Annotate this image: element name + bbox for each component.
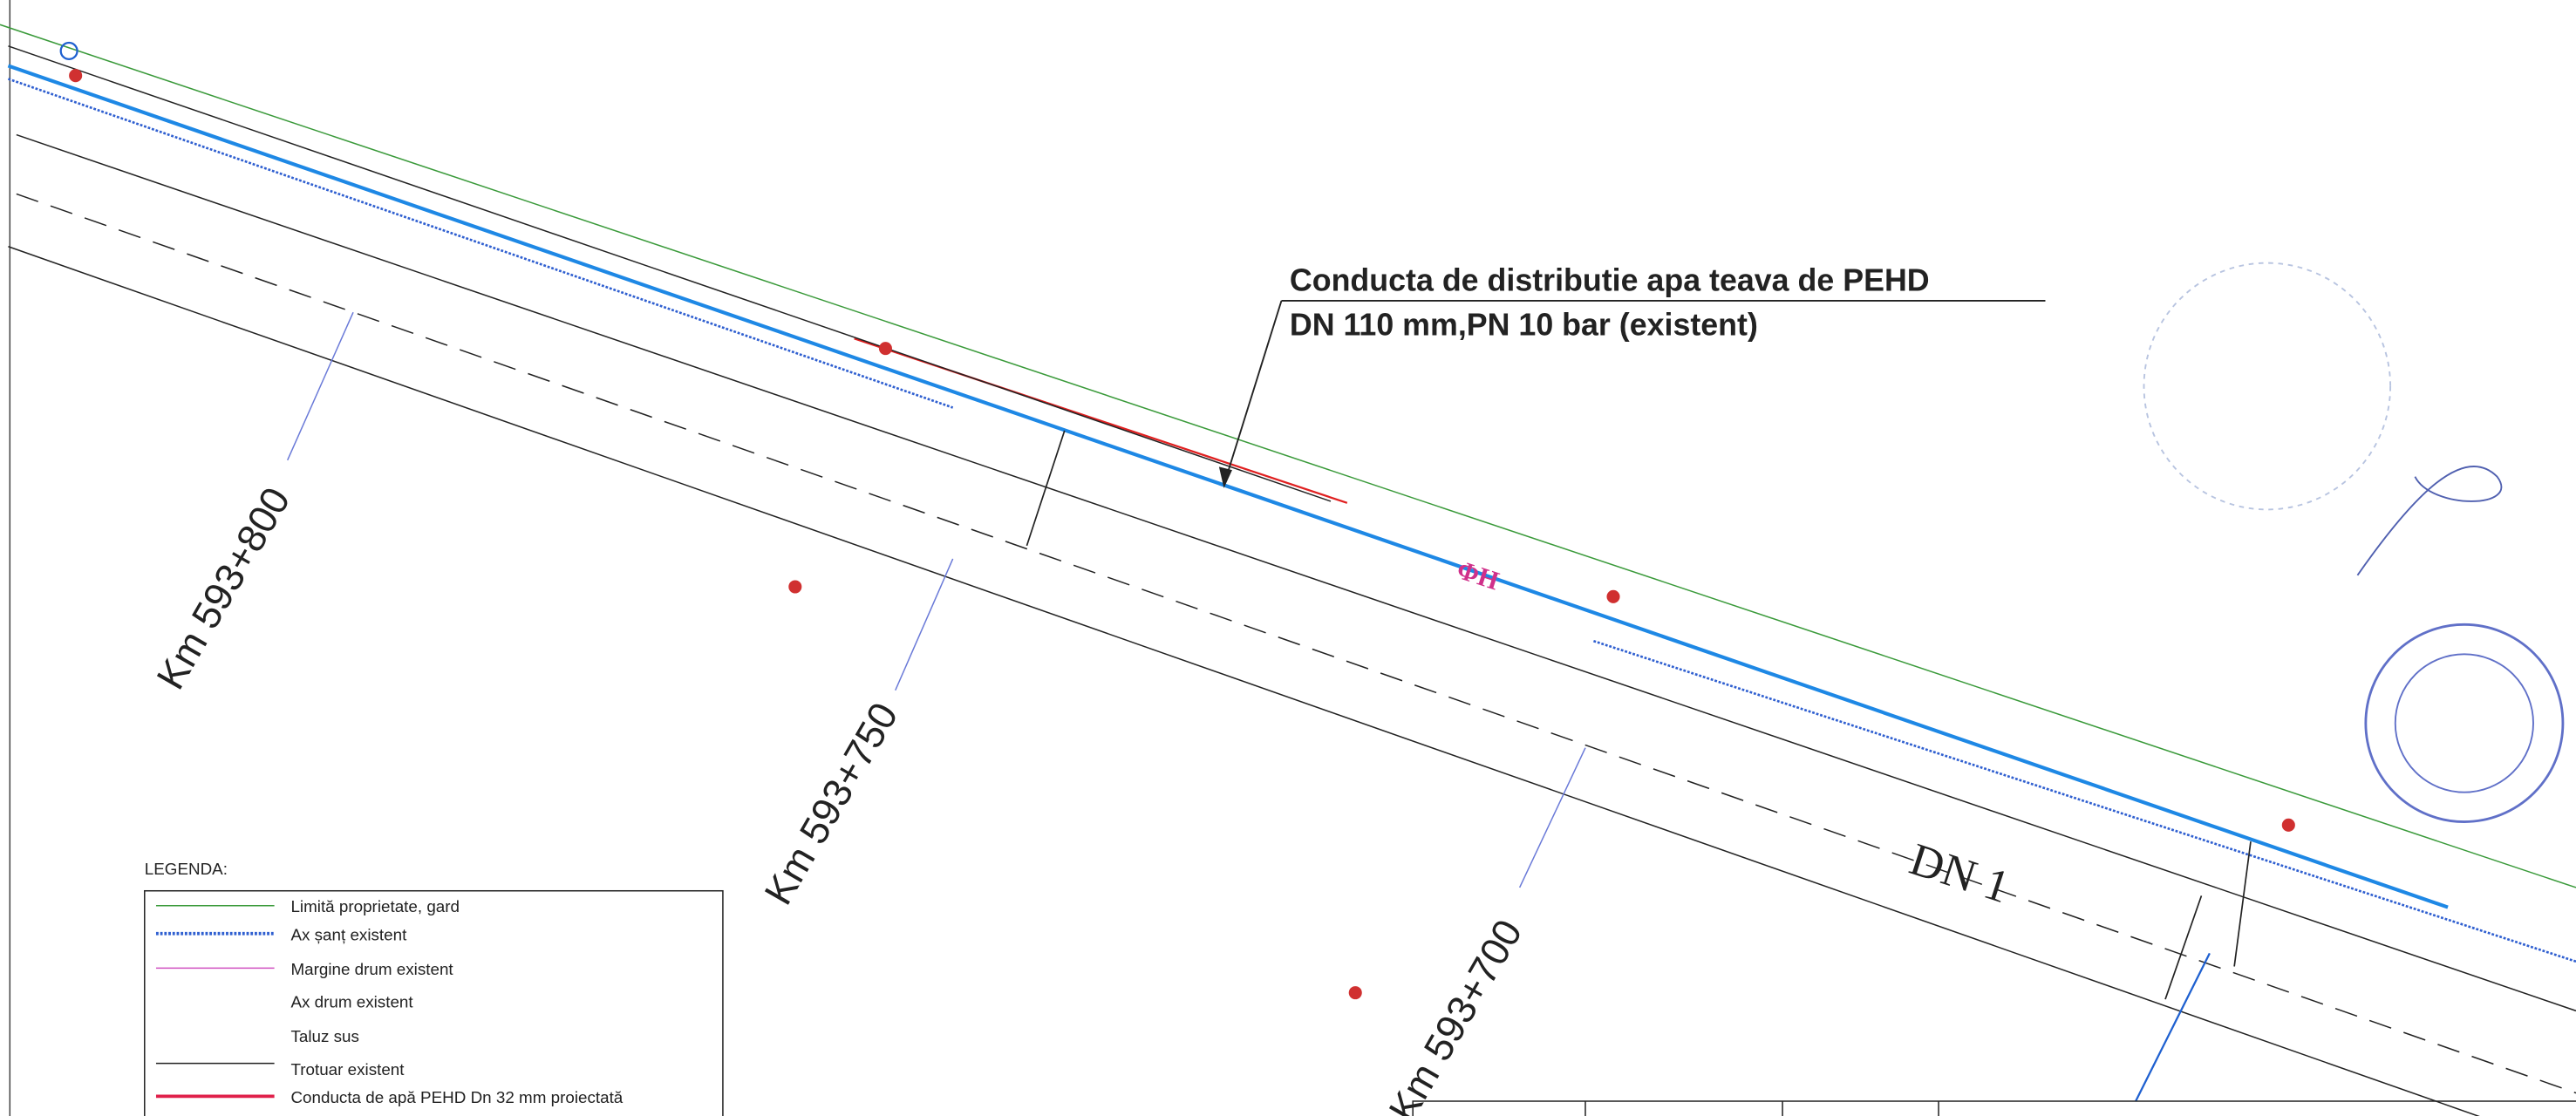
station-line — [2135, 952, 2211, 1102]
stamp-inner — [2394, 653, 2534, 793]
legend-item: Conducta de apă PEHD Dn 32 mm proiectată — [290, 1088, 623, 1106]
property-limit — [0, 24, 2576, 888]
annotation-text: Conducta de distributie apa teava de PEH… — [1290, 263, 1930, 298]
dimension — [2233, 841, 2252, 967]
legend-box — [144, 889, 724, 1116]
curb-line — [8, 45, 1332, 502]
station-line — [286, 311, 354, 461]
signature — [2356, 466, 2503, 576]
valve — [2281, 818, 2295, 832]
valve — [1348, 986, 1362, 1000]
legend-item: Ax drum existent — [290, 993, 413, 1011]
marker — [59, 41, 78, 60]
valve-markers — [69, 69, 2295, 1000]
legend-title: LEGENDA: — [145, 860, 228, 878]
station-line — [1518, 747, 1586, 888]
legend-item: Margine drum existent — [290, 960, 453, 978]
water-pipe — [7, 64, 2449, 909]
station-line — [895, 558, 954, 691]
dimension — [2164, 895, 2203, 1000]
leader-arrow — [1218, 466, 1232, 488]
road-edge — [16, 133, 2576, 1012]
valve — [878, 342, 892, 356]
legend-item: Trotuar existent — [290, 1060, 405, 1079]
annotation-text: DN 110 mm,PN 10 bar (existent) — [1290, 308, 1758, 343]
legend-item: Taluz sus — [290, 1027, 358, 1045]
ditch-axis — [7, 78, 2576, 963]
valve — [69, 69, 83, 83]
dimension — [1026, 430, 1066, 547]
valve — [1606, 589, 1620, 603]
road-edge-south — [8, 246, 2480, 1116]
annotation-leader — [1223, 300, 1283, 486]
stamp — [2143, 262, 2392, 511]
valve — [788, 580, 802, 594]
title-block — [1412, 1100, 2576, 1116]
stamp — [2364, 623, 2565, 823]
legend-item: Ax șanț existent — [290, 925, 407, 943]
road-axis — [16, 193, 2576, 1094]
legend-item: Limită proprietate, gard — [290, 897, 460, 915]
